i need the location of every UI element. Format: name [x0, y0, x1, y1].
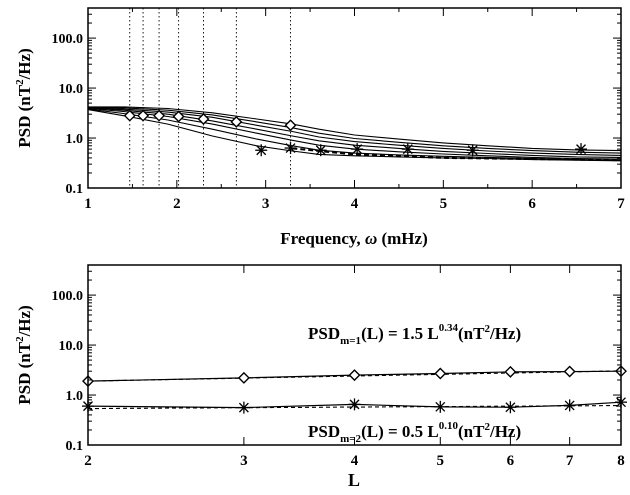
psd-curve-4: [87, 107, 622, 158]
diamond-marker: [348, 369, 361, 382]
asterisk-marker: [563, 399, 576, 412]
asterisk-marker: [348, 398, 361, 411]
bottom-xlabel: L: [348, 470, 360, 490]
diamond-marker: [123, 109, 136, 122]
bottom-xtick-label: 2: [84, 453, 92, 469]
asterisk-marker: [351, 143, 364, 156]
diamond-marker: [237, 371, 250, 384]
top-ytick-label: 100.0: [52, 32, 84, 47]
bottom-xtick-label: 7: [566, 453, 574, 469]
bottom-ytick-label: 1.0: [66, 389, 84, 404]
l-psd-panel: 2 3 4 5 6 7 8 0.1 1.0 10.0 100.0 PSD (nT2/Hz) L PS…: [14, 264, 627, 490]
top-xlabel: Frequency, ω (mHz): [280, 229, 428, 248]
psd-curve-1: [88, 106, 622, 152]
top-plot-frame: [87, 7, 622, 189]
asterisk-marker: [434, 400, 447, 413]
psd-curve-2: [87, 106, 622, 154]
asterisk-marker: [401, 143, 414, 156]
bottom-ytick-label: 100.0: [52, 289, 84, 304]
asterisk-marker: [255, 144, 268, 157]
bottom-ylabel: PSD (nT2/Hz): [14, 305, 34, 404]
diamond-marker: [137, 109, 150, 122]
top-xtick-label: 5: [440, 196, 448, 212]
top-xtick-label: 4: [351, 196, 359, 212]
bottom-ytick-label: 10.0: [59, 339, 84, 354]
top-xtick-label: 6: [528, 196, 536, 212]
top-ylabel: PSD (nT2/Hz): [14, 48, 34, 147]
bottom-xtick-label: 5: [437, 453, 445, 469]
top-ytick-label: 1.0: [66, 132, 84, 147]
bottom-xtick-label: 3: [240, 453, 248, 469]
asterisk-marker: [575, 143, 588, 156]
top-ytick-label: 10.0: [59, 82, 84, 97]
diamond-marker: [172, 110, 185, 123]
top-xtick-label: 3: [262, 196, 270, 212]
top-xtick-label: 7: [617, 196, 625, 212]
psd-curve-3: [87, 107, 622, 156]
asterisk-marker: [237, 401, 250, 414]
diamond-marker: [504, 365, 517, 378]
diamond-marker: [230, 115, 243, 128]
bottom-xtick-label: 6: [507, 453, 515, 469]
diamond-marker: [153, 109, 166, 122]
fit-annotation-m1: PSDm=1(L) = 1.5 L0.34(nT2/Hz): [308, 322, 521, 347]
diamond-marker: [197, 113, 210, 126]
dashed-curve: [292, 147, 622, 162]
bottom-plot-frame: [87, 264, 622, 446]
top-xtick-label: 2: [173, 196, 181, 212]
fit-annotation-m2: PSDm=2(L) = 0.5 L0.10(nT2/Hz): [308, 420, 521, 445]
top-xtick-label: 1: [84, 196, 92, 212]
asterisk-marker: [284, 142, 297, 155]
asterisk-marker: [466, 144, 479, 157]
diamond-marker: [434, 367, 447, 380]
diamond-marker: [563, 365, 576, 378]
asterisk-marker: [504, 401, 517, 414]
top-ytick-label: 0.1: [66, 182, 84, 197]
diamond-marker: [284, 119, 297, 132]
bottom-ytick-label: 0.1: [66, 439, 84, 454]
frequency-psd-panel: 1 2 3 4 5 6 7 0.1 1.0 10.0 100.0 PSD (nT2/Hz) Freq…: [14, 7, 625, 248]
asterisk-marker: [314, 144, 327, 157]
bottom-xtick-label: 8: [617, 453, 625, 469]
bottom-xtick-label: 4: [351, 453, 359, 469]
